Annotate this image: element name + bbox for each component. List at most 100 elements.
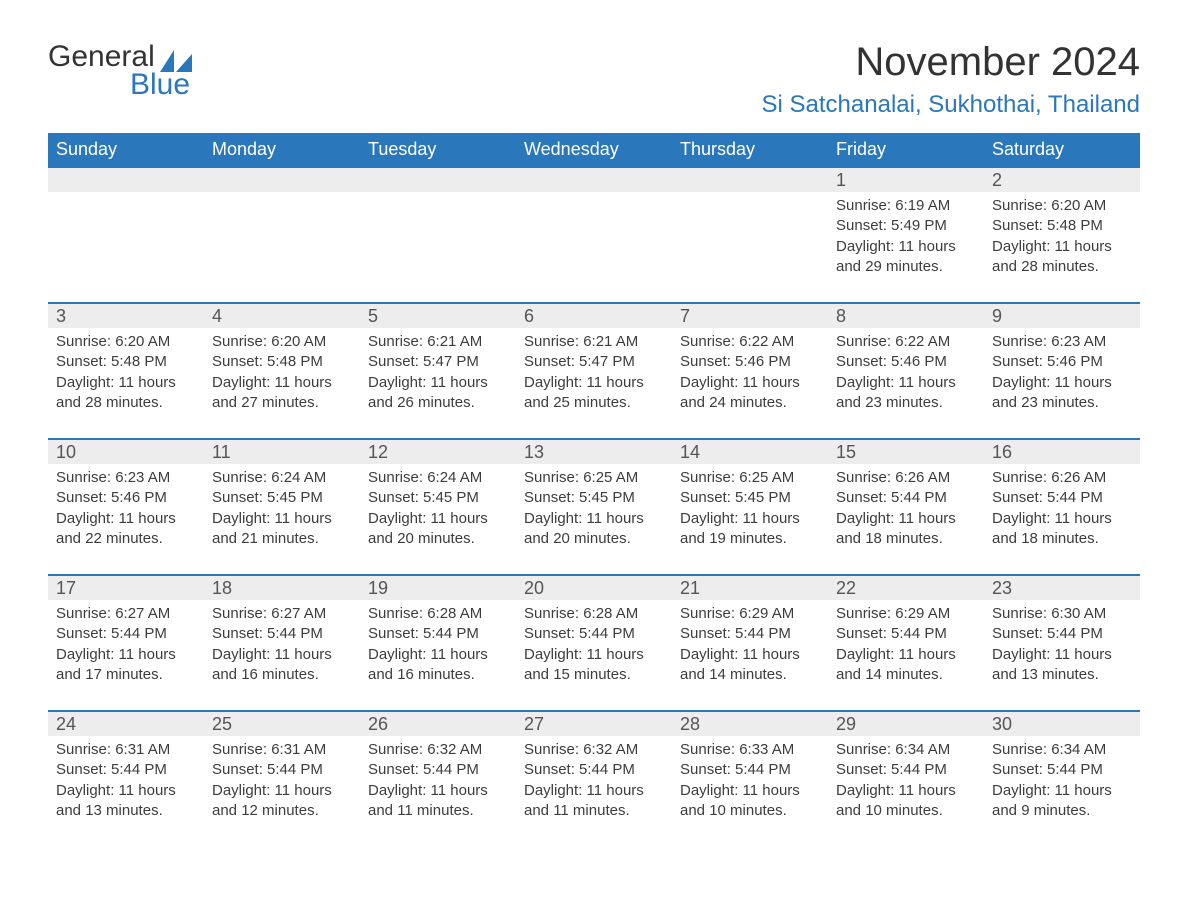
sunrise-text: Sunrise: 6:25 AM bbox=[524, 468, 664, 488]
page-header: General Blue November 2024 Si Satchanala… bbox=[48, 40, 1140, 119]
calendar-cell: 11Sunrise: 6:24 AMSunset: 5:45 PMDayligh… bbox=[204, 439, 360, 575]
sunset-text: Sunset: 5:46 PM bbox=[56, 488, 196, 508]
daylight-text: Daylight: 11 hours and 28 minutes. bbox=[56, 373, 196, 414]
sunrise-text: Sunrise: 6:23 AM bbox=[992, 332, 1132, 352]
calendar-cell: 14Sunrise: 6:25 AMSunset: 5:45 PMDayligh… bbox=[672, 439, 828, 575]
day-info: Sunrise: 6:20 AMSunset: 5:48 PMDaylight:… bbox=[984, 192, 1140, 285]
calendar-cell: 5Sunrise: 6:21 AMSunset: 5:47 PMDaylight… bbox=[360, 303, 516, 439]
day-info: Sunrise: 6:20 AMSunset: 5:48 PMDaylight:… bbox=[48, 328, 204, 421]
calendar-cell: 13Sunrise: 6:25 AMSunset: 5:45 PMDayligh… bbox=[516, 439, 672, 575]
daylight-text: Daylight: 11 hours and 10 minutes. bbox=[836, 781, 976, 822]
sunrise-text: Sunrise: 6:29 AM bbox=[680, 604, 820, 624]
sunset-text: Sunset: 5:44 PM bbox=[992, 760, 1132, 780]
day-info: Sunrise: 6:26 AMSunset: 5:44 PMDaylight:… bbox=[984, 464, 1140, 557]
sunset-text: Sunset: 5:45 PM bbox=[368, 488, 508, 508]
day-number: 25 bbox=[204, 712, 360, 736]
sunset-text: Sunset: 5:44 PM bbox=[524, 624, 664, 644]
day-number: 7 bbox=[672, 304, 828, 328]
day-number: 14 bbox=[672, 440, 828, 464]
sunset-text: Sunset: 5:49 PM bbox=[836, 216, 976, 236]
sunset-text: Sunset: 5:48 PM bbox=[56, 352, 196, 372]
calendar-cell: 19Sunrise: 6:28 AMSunset: 5:44 PMDayligh… bbox=[360, 575, 516, 711]
sunset-text: Sunset: 5:44 PM bbox=[212, 624, 352, 644]
daylight-text: Daylight: 11 hours and 14 minutes. bbox=[836, 645, 976, 686]
day-info: Sunrise: 6:26 AMSunset: 5:44 PMDaylight:… bbox=[828, 464, 984, 557]
calendar-cell bbox=[204, 167, 360, 303]
daylight-text: Daylight: 11 hours and 15 minutes. bbox=[524, 645, 664, 686]
day-header: Monday bbox=[204, 133, 360, 167]
title-block: November 2024 Si Satchanalai, Sukhothai,… bbox=[762, 40, 1140, 119]
calendar-cell: 8Sunrise: 6:22 AMSunset: 5:46 PMDaylight… bbox=[828, 303, 984, 439]
daylight-text: Daylight: 11 hours and 18 minutes. bbox=[836, 509, 976, 550]
calendar-cell bbox=[360, 167, 516, 303]
calendar-week-row: 17Sunrise: 6:27 AMSunset: 5:44 PMDayligh… bbox=[48, 575, 1140, 711]
sunrise-text: Sunrise: 6:25 AM bbox=[680, 468, 820, 488]
sunset-text: Sunset: 5:46 PM bbox=[836, 352, 976, 372]
day-info: Sunrise: 6:34 AMSunset: 5:44 PMDaylight:… bbox=[984, 736, 1140, 829]
daylight-text: Daylight: 11 hours and 17 minutes. bbox=[56, 645, 196, 686]
day-info: Sunrise: 6:28 AMSunset: 5:44 PMDaylight:… bbox=[360, 600, 516, 693]
logo-word-blue: Blue bbox=[130, 68, 192, 102]
day-number: 4 bbox=[204, 304, 360, 328]
calendar-cell: 12Sunrise: 6:24 AMSunset: 5:45 PMDayligh… bbox=[360, 439, 516, 575]
sunrise-text: Sunrise: 6:22 AM bbox=[836, 332, 976, 352]
day-number bbox=[360, 168, 516, 192]
sunset-text: Sunset: 5:45 PM bbox=[680, 488, 820, 508]
day-info: Sunrise: 6:27 AMSunset: 5:44 PMDaylight:… bbox=[204, 600, 360, 693]
daylight-text: Daylight: 11 hours and 24 minutes. bbox=[680, 373, 820, 414]
day-number: 15 bbox=[828, 440, 984, 464]
sunrise-text: Sunrise: 6:28 AM bbox=[368, 604, 508, 624]
calendar-cell: 15Sunrise: 6:26 AMSunset: 5:44 PMDayligh… bbox=[828, 439, 984, 575]
location-subtitle: Si Satchanalai, Sukhothai, Thailand bbox=[762, 91, 1140, 119]
sunrise-text: Sunrise: 6:27 AM bbox=[212, 604, 352, 624]
sunrise-text: Sunrise: 6:24 AM bbox=[368, 468, 508, 488]
day-number: 5 bbox=[360, 304, 516, 328]
calendar-week-row: 3Sunrise: 6:20 AMSunset: 5:48 PMDaylight… bbox=[48, 303, 1140, 439]
day-number: 17 bbox=[48, 576, 204, 600]
day-info: Sunrise: 6:32 AMSunset: 5:44 PMDaylight:… bbox=[360, 736, 516, 829]
sunrise-text: Sunrise: 6:22 AM bbox=[680, 332, 820, 352]
sunset-text: Sunset: 5:44 PM bbox=[836, 624, 976, 644]
sunset-text: Sunset: 5:48 PM bbox=[212, 352, 352, 372]
sunrise-text: Sunrise: 6:33 AM bbox=[680, 740, 820, 760]
calendar-cell: 1Sunrise: 6:19 AMSunset: 5:49 PMDaylight… bbox=[828, 167, 984, 303]
day-info: Sunrise: 6:25 AMSunset: 5:45 PMDaylight:… bbox=[516, 464, 672, 557]
sunset-text: Sunset: 5:46 PM bbox=[992, 352, 1132, 372]
daylight-text: Daylight: 11 hours and 16 minutes. bbox=[368, 645, 508, 686]
sunrise-text: Sunrise: 6:20 AM bbox=[212, 332, 352, 352]
calendar-cell: 22Sunrise: 6:29 AMSunset: 5:44 PMDayligh… bbox=[828, 575, 984, 711]
sunset-text: Sunset: 5:44 PM bbox=[680, 624, 820, 644]
daylight-text: Daylight: 11 hours and 9 minutes. bbox=[992, 781, 1132, 822]
day-info: Sunrise: 6:22 AMSunset: 5:46 PMDaylight:… bbox=[672, 328, 828, 421]
daylight-text: Daylight: 11 hours and 23 minutes. bbox=[836, 373, 976, 414]
daylight-text: Daylight: 11 hours and 23 minutes. bbox=[992, 373, 1132, 414]
sunset-text: Sunset: 5:47 PM bbox=[368, 352, 508, 372]
calendar-cell: 18Sunrise: 6:27 AMSunset: 5:44 PMDayligh… bbox=[204, 575, 360, 711]
sail-icon bbox=[160, 46, 192, 68]
calendar-week-row: 1Sunrise: 6:19 AMSunset: 5:49 PMDaylight… bbox=[48, 167, 1140, 303]
sunset-text: Sunset: 5:48 PM bbox=[992, 216, 1132, 236]
day-info: Sunrise: 6:24 AMSunset: 5:45 PMDaylight:… bbox=[360, 464, 516, 557]
sunset-text: Sunset: 5:44 PM bbox=[836, 488, 976, 508]
sunset-text: Sunset: 5:45 PM bbox=[212, 488, 352, 508]
day-info: Sunrise: 6:32 AMSunset: 5:44 PMDaylight:… bbox=[516, 736, 672, 829]
day-info: Sunrise: 6:29 AMSunset: 5:44 PMDaylight:… bbox=[828, 600, 984, 693]
calendar-cell: 17Sunrise: 6:27 AMSunset: 5:44 PMDayligh… bbox=[48, 575, 204, 711]
daylight-text: Daylight: 11 hours and 11 minutes. bbox=[524, 781, 664, 822]
sunrise-text: Sunrise: 6:31 AM bbox=[56, 740, 196, 760]
sunrise-text: Sunrise: 6:26 AM bbox=[992, 468, 1132, 488]
day-info: Sunrise: 6:30 AMSunset: 5:44 PMDaylight:… bbox=[984, 600, 1140, 693]
sunset-text: Sunset: 5:44 PM bbox=[368, 624, 508, 644]
day-info: Sunrise: 6:31 AMSunset: 5:44 PMDaylight:… bbox=[48, 736, 204, 829]
daylight-text: Daylight: 11 hours and 16 minutes. bbox=[212, 645, 352, 686]
daylight-text: Daylight: 11 hours and 27 minutes. bbox=[212, 373, 352, 414]
sunset-text: Sunset: 5:44 PM bbox=[992, 624, 1132, 644]
day-number: 27 bbox=[516, 712, 672, 736]
day-info: Sunrise: 6:24 AMSunset: 5:45 PMDaylight:… bbox=[204, 464, 360, 557]
daylight-text: Daylight: 11 hours and 26 minutes. bbox=[368, 373, 508, 414]
calendar-body: 1Sunrise: 6:19 AMSunset: 5:49 PMDaylight… bbox=[48, 167, 1140, 847]
month-title: November 2024 bbox=[762, 40, 1140, 85]
day-number: 12 bbox=[360, 440, 516, 464]
calendar-cell: 4Sunrise: 6:20 AMSunset: 5:48 PMDaylight… bbox=[204, 303, 360, 439]
day-info: Sunrise: 6:20 AMSunset: 5:48 PMDaylight:… bbox=[204, 328, 360, 421]
